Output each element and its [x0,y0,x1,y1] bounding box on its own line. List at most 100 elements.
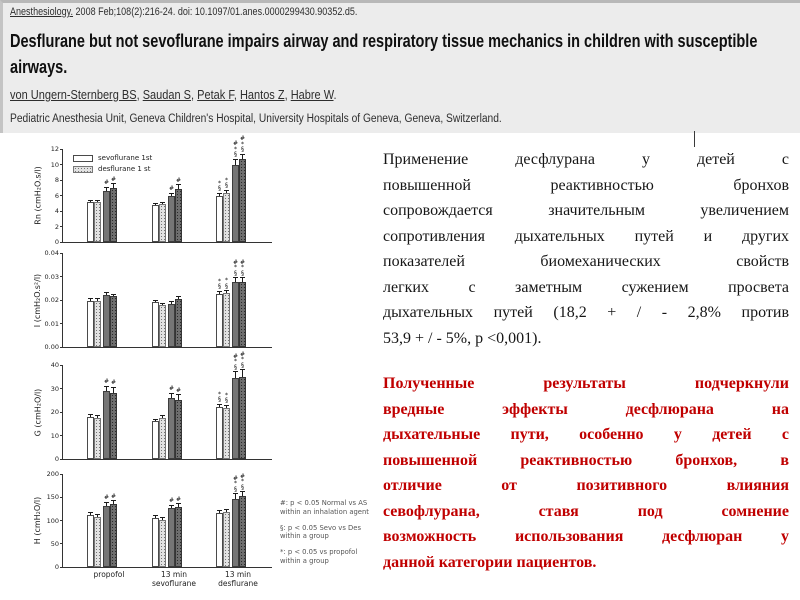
bar [239,158,246,242]
text-line: повышенной реактивностью бронхов [383,176,789,194]
y-tick-label: 10 [50,431,59,440]
y-tick-mark [60,179,63,181]
error-bar [97,200,98,203]
bar [152,421,159,459]
significance-marker: # * § [232,258,239,277]
error-bar [219,193,220,196]
text-cursor [694,131,695,147]
text-line: данной категории пациентов. [383,553,597,571]
significance-marker: # [175,386,182,394]
error-bar [171,505,172,508]
y-tick-mark [60,411,63,413]
error-bar [235,159,236,165]
error-bar-cap [224,189,229,191]
error-bar-cap [111,500,116,502]
error-bar [106,386,107,391]
bar [168,196,175,242]
summary-text: Применение десфлурана у детей с повышенно… [383,147,789,575]
significance-marker: # [103,179,110,187]
bar [110,296,117,347]
text-line: севофлурана, ставя под сомнение [383,502,789,520]
error-bar-cap [160,202,165,204]
text-line: сопротивления дыхательных путей и других [383,227,789,245]
error-bar [171,302,172,304]
error-bar [155,515,156,518]
journal-link[interactable]: Anesthesiology. [10,6,74,18]
error-bar [162,416,163,418]
error-bar-cap [233,158,238,160]
bar [110,187,117,242]
bar [87,514,94,567]
bar [216,407,223,459]
author-link[interactable]: Habre W [290,88,334,102]
significance-marker: # * § [232,140,239,159]
bar [110,392,117,459]
error-bar [97,299,98,301]
error-bar [171,193,172,197]
y-tick-label: 200 [46,470,59,478]
y-tick-mark [60,364,63,366]
author-link[interactable]: Saudan S [142,88,192,102]
y-tick-mark [60,543,63,545]
y-tick-mark [60,252,63,254]
bar [103,190,110,242]
text-line: отличие от позитивного влияния [383,477,789,494]
error-bar [155,203,156,205]
chart-legend: sevoflurane 1st desflurane 1 st [73,154,152,176]
error-bar-cap [169,504,174,506]
error-bar-cap [111,386,116,388]
bar [152,302,159,347]
error-bar-cap [233,493,238,494]
y-tick-mark [60,148,63,150]
y-tick-label: 20 [50,408,59,416]
y-tick-label: 0.03 [44,272,59,281]
error-bar-cap [153,299,158,301]
citation-line: Anesthesiology. 2008 Feb;108(2):216-24. … [10,6,357,18]
author-link[interactable]: von Ungern-Sternberg BS [10,88,137,102]
legend-item: sevoflurane 1st [73,154,152,162]
chart-panel-h: 0 50 100 150 200 # # # * § # # # * § [47,470,272,571]
bar [232,377,239,459]
summary-paragraph-red: Полученные результаты подчеркнули вредные… [383,371,789,575]
error-bar [90,200,91,202]
bar [168,303,175,347]
error-bar [162,518,163,520]
bar [87,201,94,242]
error-bar-cap [88,413,93,415]
x-category-label: 13 min desflurane [218,570,258,588]
error-bar-cap [240,277,245,279]
authors-line: von Ungern-Sternberg BS, Saudan S, Petak… [10,88,337,102]
bar [175,507,182,567]
error-bar-cap [104,292,109,294]
error-bar [113,501,114,505]
bar [223,408,230,459]
bar [239,496,246,567]
error-bar [235,494,236,499]
figure-footnotes: #: p < 0.05 Normal vs AS within an inhal… [280,499,370,573]
bar [94,202,101,242]
error-bar-cap [240,369,245,371]
text-line: дыхательных путей (18,2 + / - 2,8% проти… [383,304,789,321]
footnote-star: *: p < 0.05 vs propofol within a group [280,548,358,566]
footnote-section: §: p < 0.05 Sevo vs Des within a group [280,523,361,541]
error-bar [97,416,98,418]
error-bar-cap [104,501,109,503]
error-bar [155,419,156,422]
error-bar [242,278,243,282]
y-tick-label: 30 [50,384,59,393]
significance-marker: # [103,494,110,502]
error-bar-cap [169,392,174,394]
error-bar-cap [95,415,100,416]
error-bar-cap [88,297,93,299]
y-tick-mark [60,496,63,498]
y-tick-label: 4 [54,207,59,215]
error-bar-cap [153,514,158,516]
y-tick-mark [60,164,63,165]
author-link[interactable]: Petak F [197,88,234,102]
significance-marker: # [110,379,117,387]
bar [232,498,239,567]
bar [216,293,223,347]
author-link[interactable]: Hantos Z [239,88,285,102]
significance-marker: # * § [239,258,246,277]
